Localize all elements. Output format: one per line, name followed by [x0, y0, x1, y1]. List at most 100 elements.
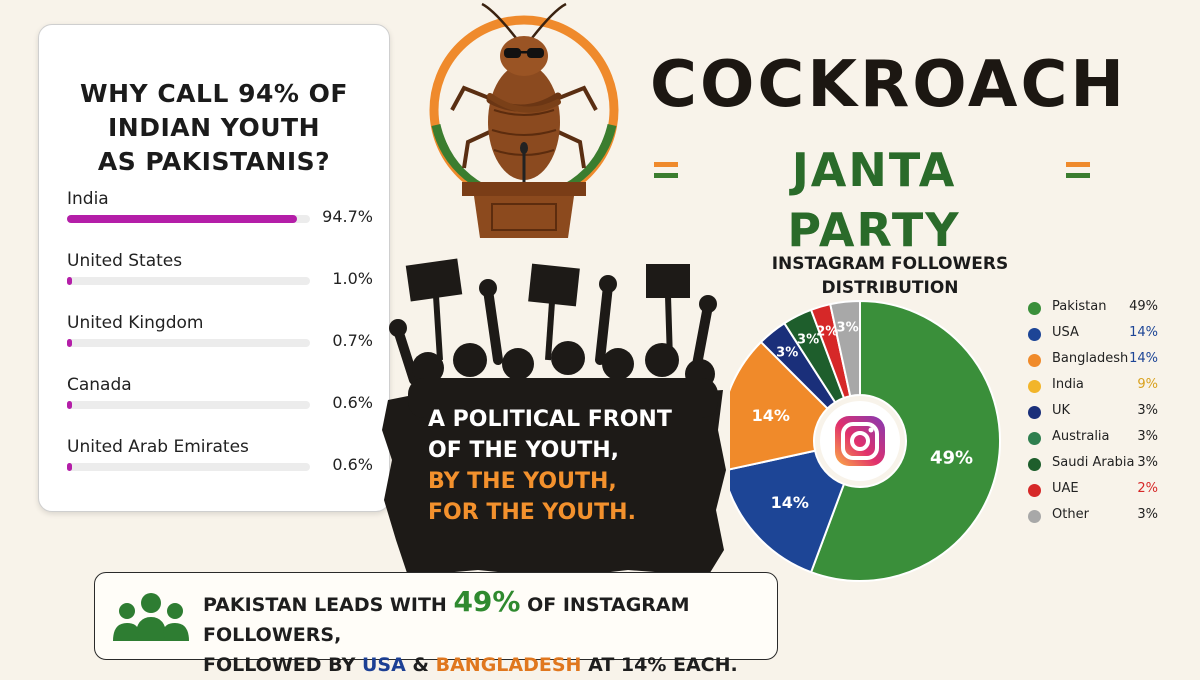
fist	[699, 295, 717, 313]
bar-row: Canada 0.6%	[67, 375, 377, 435]
legend-swatch	[1028, 380, 1041, 393]
legend-swatch	[1028, 406, 1041, 419]
legend-swatch	[1028, 302, 1041, 315]
sunglasses-right	[527, 48, 544, 58]
dash-green	[1066, 173, 1090, 178]
sunglasses-left	[504, 48, 521, 58]
brand-subtitle-row: JANTA PARTY	[654, 140, 1094, 257]
legend-item: Bangladesh 14%	[1028, 348, 1168, 374]
cockroach-logo	[429, 2, 619, 238]
legend-value: 14%	[1129, 351, 1158, 366]
cockroach-body	[488, 64, 560, 180]
legend-item: Pakistan 49%	[1028, 296, 1168, 322]
legend-item: India 9%	[1028, 374, 1168, 400]
bar-label: India	[67, 189, 109, 209]
slogan-line: FOR THE YOUTH.	[428, 500, 636, 525]
brand-title-janta-party: JANTA PARTY	[787, 143, 961, 257]
legend-value: 49%	[1129, 299, 1158, 314]
summary-highlight-usa: USA	[361, 654, 406, 676]
donut-slice-label: 2%	[816, 325, 838, 340]
bar-row: India 94.7%	[67, 189, 377, 249]
bar-label: United Kingdom	[67, 313, 204, 333]
legend-label: Australia	[1052, 429, 1110, 444]
bar-value-label: 0.6%	[332, 393, 373, 412]
bar-value-label: 94.7%	[322, 207, 373, 226]
donut-slice-label: 3%	[776, 346, 798, 361]
crowd-heads	[408, 341, 718, 418]
slogan: A POLITICAL FRONT OF THE YOUTH, BY THE Y…	[428, 404, 688, 528]
donut-slice-label: 3%	[797, 332, 819, 347]
legend-value: 3%	[1137, 455, 1158, 470]
donut-slice-label: 14%	[771, 493, 809, 512]
bar-label: Canada	[67, 375, 132, 395]
protest-sign	[528, 263, 580, 307]
legend-item: Other 3%	[1028, 504, 1168, 530]
bar-fill	[67, 401, 73, 409]
arm	[487, 93, 561, 113]
microphone-icon	[520, 142, 528, 154]
legend-item: Australia 3%	[1028, 426, 1168, 452]
podium-body	[474, 196, 574, 238]
summary-highlight-bangladesh: BANGLADESH	[435, 654, 582, 676]
brand-title-cockroach: COCKROACH	[650, 48, 1127, 122]
legend-swatch	[1028, 484, 1041, 497]
legend-label: USA	[1052, 325, 1079, 340]
legend-swatch	[1028, 432, 1041, 445]
protest-sign	[405, 258, 463, 302]
bar-label: United Arab Emirates	[67, 437, 249, 457]
bar-label: United States	[67, 251, 183, 271]
bar-track	[67, 339, 310, 347]
bar-chart-title-line: WHY CALL 94% OF	[80, 79, 348, 108]
donut-title-line: INSTAGRAM FOLLOWERS	[771, 254, 1009, 274]
summary-text-part: OF INSTAGRAM FOLLOWERS,	[203, 594, 690, 646]
bar-value-label: 1.0%	[332, 269, 373, 288]
dash-green	[654, 173, 678, 178]
antenna-right	[531, 2, 567, 39]
instagram-donut-chart: 49%14%14%3%3%2%3%	[730, 299, 1001, 582]
donut-slice-bangladesh	[730, 340, 829, 471]
people-group-icon	[113, 593, 189, 641]
bar-value-label: 0.7%	[332, 331, 373, 350]
legend-swatch	[1028, 328, 1041, 341]
sign-pole	[433, 295, 443, 361]
bar-row: United Kingdom 0.7%	[67, 313, 377, 373]
podium-panel	[491, 203, 557, 231]
protest-crowd-silhouette	[382, 258, 726, 578]
summary-text-part: PAKISTAN LEADS WITH	[203, 594, 447, 616]
donut-slice-label: 49%	[930, 448, 973, 469]
bar-chart-title-line: INDIAN YOUTH	[108, 113, 320, 142]
podium-top	[462, 182, 586, 196]
summary-text: PAKISTAN LEADS WITH 49% OF INSTAGRAM FOL…	[203, 587, 773, 680]
bar-value-label: 0.6%	[332, 455, 373, 474]
bar-fill	[67, 277, 73, 285]
fist	[599, 275, 617, 293]
summary-callout: PAKISTAN LEADS WITH 49% OF INSTAGRAM FOL…	[94, 572, 778, 676]
bar-fill	[67, 339, 73, 347]
leg	[553, 85, 598, 111]
donut-chart-title: INSTAGRAM FOLLOWERS DISTRIBUTION	[770, 252, 1010, 300]
country-bar-chart-card: WHY CALL 94% OF INDIAN YOUTH AS PAKISTAN…	[38, 24, 390, 512]
bar-chart-title-line: AS PAKISTANIS?	[97, 147, 331, 176]
summary-text-part: &	[412, 654, 429, 676]
legend-value: 3%	[1137, 403, 1158, 418]
legend-swatch	[1028, 354, 1041, 367]
summary-text-part: FOLLOWED BY	[203, 654, 356, 676]
legend-value: 9%	[1137, 377, 1158, 392]
legend-label: India	[1052, 377, 1084, 392]
legend-label: Saudi Arabia	[1052, 455, 1135, 470]
donut-slice-pakistan	[809, 299, 1001, 582]
bar-track	[67, 215, 310, 223]
legend-label: Bangladesh	[1052, 351, 1129, 366]
donut-slice-other	[829, 299, 861, 398]
donut-slice-usa	[730, 449, 846, 574]
fist	[389, 319, 407, 337]
sunglasses-bridge	[520, 51, 528, 54]
legend-value: 3%	[1137, 507, 1158, 522]
leg	[553, 128, 586, 169]
slogan-line: A POLITICAL FRONT	[428, 407, 672, 432]
raised-arms	[393, 281, 713, 385]
brush-stroke-bg	[382, 388, 726, 578]
antenna-left	[481, 2, 517, 39]
bar-track	[67, 401, 310, 409]
donut-slice-label: 14%	[752, 406, 790, 425]
